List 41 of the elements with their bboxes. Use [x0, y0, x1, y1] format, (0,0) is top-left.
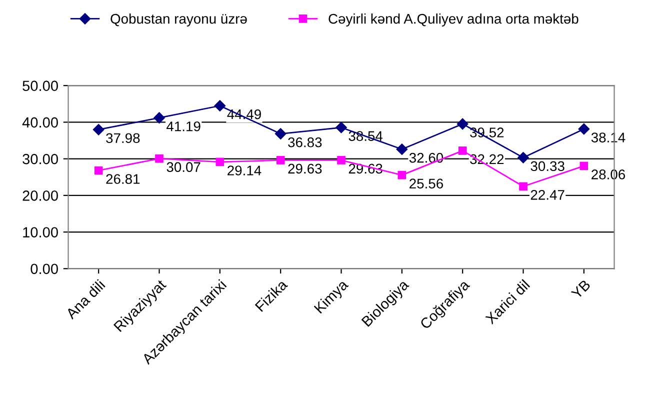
point: [519, 182, 528, 191]
point: [92, 124, 104, 136]
y-tick-label: 0.00: [30, 264, 58, 274]
point: [214, 100, 226, 112]
point: [396, 144, 408, 155]
data-label: 36.83: [288, 137, 322, 148]
y-tick-label: 10.00: [23, 227, 58, 238]
point: [155, 154, 164, 163]
y-tick-label: 40.00: [22, 117, 58, 128]
y-tick-label: 20.00: [22, 190, 58, 201]
point: [398, 170, 406, 180]
data-label: 38.14: [591, 132, 626, 142]
point: [276, 156, 285, 164]
point: [336, 122, 347, 134]
point: [458, 146, 467, 155]
data-label: 22.47: [530, 190, 564, 200]
data-label: 37.98: [106, 133, 140, 144]
y-tick-label: 30.00: [22, 154, 58, 164]
x-tick-label: YB: [570, 279, 591, 300]
point: [274, 128, 286, 140]
point: [94, 166, 103, 175]
data-label: 30.33: [530, 161, 564, 172]
point: [456, 118, 468, 130]
legend-label: Qobustan rayonu üzrə: [110, 14, 247, 26]
data-label: 25.56: [410, 178, 444, 189]
point: [578, 123, 590, 135]
data-label: 30.07: [166, 162, 200, 172]
x-tick-label: Ana dili: [64, 279, 106, 320]
data-label: 29.14: [228, 166, 262, 176]
point: [337, 156, 346, 164]
data-label: 28.06: [592, 170, 626, 180]
point: [216, 158, 224, 166]
data-label: 26.81: [106, 174, 140, 184]
point: [154, 112, 165, 124]
data-label: 41.19: [166, 121, 200, 132]
point: [580, 162, 588, 170]
y-tick-label: 50.00: [22, 80, 58, 91]
data-label: 29.63: [288, 164, 322, 174]
legend-label: Cəyirli kənd A.Quliyev adına orta məktəb: [328, 14, 578, 26]
data-label: 32.60: [409, 152, 444, 163]
point: [518, 152, 529, 164]
